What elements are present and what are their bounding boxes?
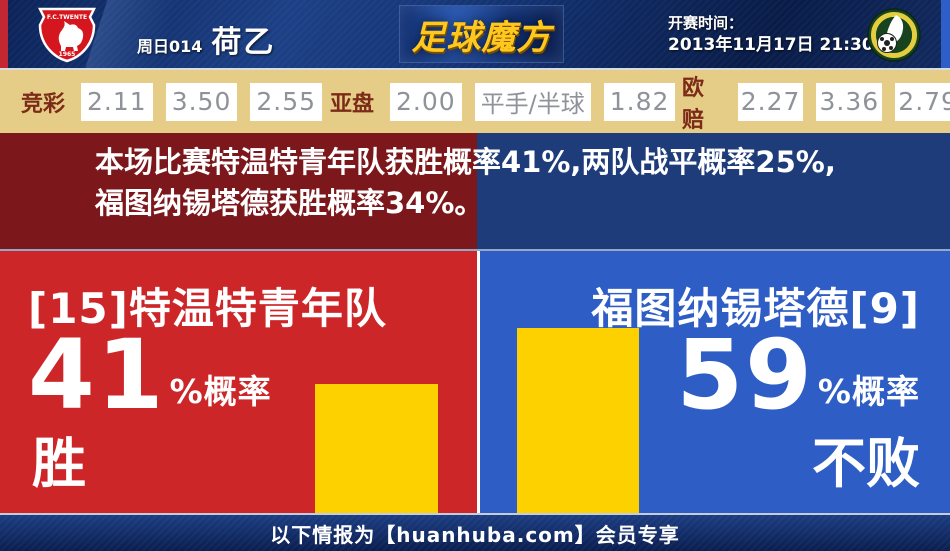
odds-value: 2.00 (390, 82, 462, 121)
summary-band-right-bg (477, 133, 950, 249)
site-logo: 足球魔方 (400, 6, 563, 62)
away-probability: 59 %概率 (676, 319, 920, 431)
away-predicted-outcome: 不败 (812, 432, 920, 495)
summary-band-left-bg (0, 133, 477, 249)
home-team-crest-icon: F.C.TWENTE 1965 (30, 6, 104, 68)
probability-summary-text: 本场比赛特温特青年队获胜概率41%,两队战平概率25%, 福图纳锡塔德获胜概率3… (95, 142, 836, 224)
home-probability: 41 %概率 (28, 319, 272, 431)
svg-text:F.C.TWENTE: F.C.TWENTE (47, 14, 87, 21)
home-probability-value: 41 (28, 319, 166, 431)
home-team-name: [15]特温特青年队 (28, 284, 387, 333)
away-probability-value: 59 (676, 319, 814, 431)
kickoff-label: 开赛时间： (668, 14, 744, 32)
footer-bar: 以下情报为【huanhuba.com】会员专享 (0, 513, 950, 551)
match-header: F.C.TWENTE 1965 周日014 荷乙 足球魔方 开赛时间： 2013… (0, 0, 950, 80)
probability-summary-band: 本场比赛特温特青年队获胜概率41%,两队战平概率25%, 福图纳锡塔德获胜概率3… (0, 133, 950, 251)
site-logo-text: 足球魔方 (411, 17, 552, 58)
kickoff-time-block: 开赛时间： 2013年11月17日 21:30 (668, 13, 874, 56)
home-prob-bar (315, 384, 438, 513)
odds-label-oupei: 欧赔 (682, 75, 705, 133)
odds-value: 2.11 (81, 82, 153, 121)
panel-divider (477, 251, 480, 513)
kickoff-datetime: 2013年11月17日 21:30 (668, 35, 874, 55)
match-info: 周日014 荷乙 (137, 17, 275, 61)
odds-group-jingcai: 竞彩 2.11 3.50 2.55 (21, 70, 323, 133)
away-team-name: 福图纳锡塔德[9] (591, 284, 920, 333)
header-left-accent (0, 0, 8, 68)
prediction-panels: [15]特温特青年队 41 %概率 胜 福图纳锡塔德[9] 59 %概率 不败 (0, 251, 950, 513)
odds-row: 竞彩 2.11 3.50 2.55 亚盘 2.00 平手/半球 1.82 欧赔 … (0, 68, 950, 133)
odds-value: 2.27 (737, 82, 804, 121)
odds-value: 3.50 (165, 82, 238, 121)
odds-group-oupei: 欧赔 2.27 3.36 2.79 (682, 70, 950, 133)
odds-label-jingcai: 竞彩 (21, 91, 66, 117)
league-name: 荷乙 (211, 25, 276, 60)
odds-value: 1.82 (603, 82, 676, 121)
home-probability-suffix: %概率 (169, 372, 272, 412)
odds-value: 2.79 (895, 82, 950, 121)
away-probability-suffix: %概率 (817, 372, 920, 412)
odds-group-yapan: 亚盘 2.00 平手/半球 1.82 (330, 70, 676, 133)
odds-value: 2.55 (250, 82, 323, 121)
svg-text:1965: 1965 (59, 51, 76, 58)
away-prob-bar (517, 328, 639, 513)
odds-handicap-value: 平手/半球 (474, 82, 591, 121)
summary-line-2: 福图纳锡塔德获胜概率34%。 (95, 186, 484, 220)
away-team-crest-icon (863, 7, 925, 67)
footer-text: 以下情报为【huanhuba.com】会员专享 (270, 522, 680, 547)
odds-label-yapan: 亚盘 (330, 91, 375, 117)
summary-line-1: 本场比赛特温特青年队获胜概率41%,两队战平概率25%, (95, 145, 836, 179)
header-right-accent (941, 0, 950, 68)
odds-value: 3.36 (816, 82, 883, 121)
match-number: 周日014 (137, 37, 203, 56)
home-predicted-outcome: 胜 (32, 432, 86, 495)
